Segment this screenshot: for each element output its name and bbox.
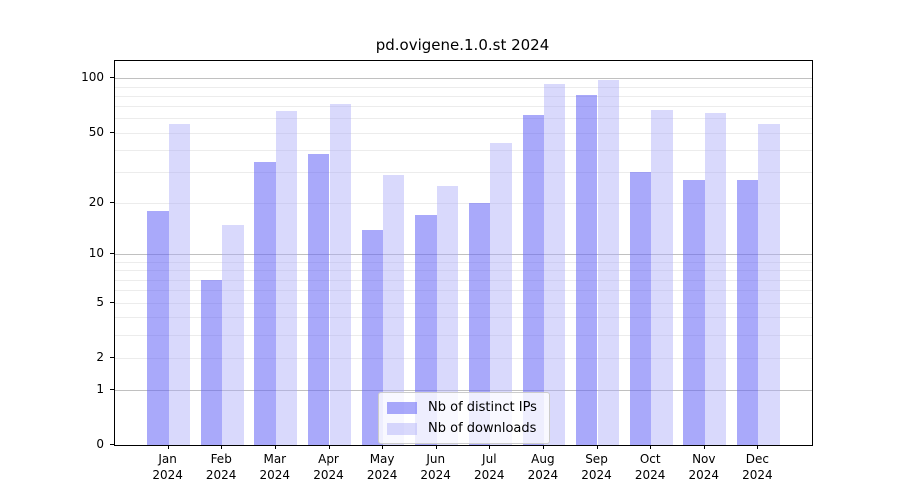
- x-tick-label-may: May 2024: [366, 452, 398, 482]
- x-tick-may: [382, 445, 384, 449]
- y-tick-label-20: 20: [88, 195, 104, 209]
- x-tick-sep: [596, 445, 598, 449]
- y-tick-100: [110, 77, 114, 79]
- gridline-minor-2: [115, 357, 812, 359]
- y-tick-label-2: 2: [96, 349, 104, 364]
- x-tick-label-jun: Jun 2024: [420, 452, 451, 482]
- y-tick-2: [110, 356, 114, 358]
- x-tick-label-aug: Aug 2024: [527, 452, 559, 482]
- x-tick-jul: [489, 445, 491, 449]
- bar-nb-of-distinct-ips-oct: [629, 172, 652, 445]
- y-tick-20: [110, 202, 114, 203]
- x-tick-apr: [328, 445, 330, 449]
- legend-swatch-distinct-ips: [387, 401, 417, 414]
- gridline-minor-6: [115, 290, 812, 292]
- y-tick-label-10: 10: [88, 246, 104, 261]
- bar-nb-of-distinct-ips-jan: [147, 211, 169, 445]
- bar-nb-of-downloads-feb: [222, 224, 244, 445]
- y-tick-50: [110, 131, 114, 133]
- bar-nb-of-distinct-ips-sep: [576, 94, 598, 445]
- bar-nb-of-distinct-ips-may: [361, 229, 383, 445]
- y-tick-label-50: 50: [88, 124, 104, 139]
- gridline-minor-80: [115, 95, 812, 97]
- gridline-minor-20: [115, 203, 812, 204]
- gridline-minor-9: [115, 262, 812, 263]
- bar-nb-of-downloads-aug: [543, 83, 566, 445]
- bar-nb-of-downloads-sep: [597, 79, 619, 445]
- gridline-minor-7: [115, 279, 812, 281]
- bar-nb-of-distinct-ips-feb: [200, 279, 223, 445]
- chart-title: pd.ovigene.1.0.st 2024: [375, 36, 550, 54]
- bar-nb-of-downloads-jul: [490, 142, 512, 445]
- x-tick-label-oct: Oct 2024: [634, 452, 666, 482]
- bar-nb-of-downloads-oct: [651, 109, 673, 445]
- bar-nb-of-distinct-ips-jun: [415, 215, 437, 445]
- gridline-minor-3: [115, 334, 812, 336]
- legend-item-distinct-ips: Nb of distinct IPs: [387, 400, 537, 415]
- y-tick-label-100: 100: [81, 70, 104, 85]
- x-tick-oct: [650, 445, 652, 449]
- bar-nb-of-downloads-dec: [758, 123, 780, 445]
- y-tick-5: [110, 301, 114, 303]
- x-tick-label-nov: Nov 2024: [688, 452, 720, 482]
- bar-nb-of-downloads-nov: [704, 113, 727, 445]
- gridline-minor-90: [115, 86, 812, 88]
- gridline-major-100: [115, 78, 812, 80]
- legend-swatch-downloads: [387, 422, 417, 435]
- x-tick-feb: [221, 445, 223, 449]
- gridlines-layer: [115, 61, 812, 445]
- gridline-minor-60: [115, 118, 812, 120]
- x-tick-label-feb: Feb 2024: [205, 452, 237, 482]
- x-tick-label-jul: Jul 2024: [474, 452, 505, 482]
- bar-nb-of-distinct-ips-aug: [522, 114, 544, 445]
- bar-nb-of-downloads-apr: [329, 104, 351, 445]
- legend-label-distinct-ips: Nb of distinct IPs: [428, 400, 537, 415]
- y-tick-10: [110, 253, 114, 255]
- bar-nb-of-distinct-ips-apr: [308, 153, 330, 445]
- x-tick-label-sep: Sep 2024: [581, 452, 612, 482]
- x-tick-jun: [435, 445, 437, 449]
- y-tick-label-5: 5: [96, 294, 104, 309]
- x-tick-label-jan: Jan 2024: [152, 452, 183, 482]
- bar-nb-of-distinct-ips-nov: [683, 180, 705, 445]
- bar-nb-of-distinct-ips-mar: [254, 162, 276, 445]
- x-tick-label-dec: Dec 2024: [742, 452, 773, 482]
- y-tick-label-1: 1: [96, 381, 104, 396]
- plot-area: [114, 60, 813, 446]
- gridline-minor-8: [115, 270, 812, 272]
- bar-nb-of-distinct-ips-dec: [736, 180, 759, 445]
- x-tick-dec: [757, 445, 759, 449]
- x-tick-mar: [274, 445, 276, 449]
- bar-nb-of-downloads-may: [383, 174, 405, 445]
- x-tick-label-mar: Mar 2024: [259, 452, 291, 482]
- y-tick-label-0: 0: [96, 437, 104, 451]
- legend-label-downloads: Nb of downloads: [428, 421, 537, 436]
- x-tick-nov: [703, 445, 705, 449]
- x-tick-label-apr: Apr 2024: [313, 452, 344, 482]
- gridline-major-10: [115, 254, 812, 256]
- gridline-major-1: [115, 389, 812, 391]
- bars-layer: [115, 61, 812, 445]
- gridline-minor-70: [115, 106, 812, 108]
- gridline-minor-4: [115, 317, 812, 319]
- legend-item-downloads: Nb of downloads: [387, 421, 537, 436]
- gridline-minor-30: [115, 172, 812, 174]
- y-tick-0: [110, 444, 114, 445]
- bar-nb-of-distinct-ips-jul: [468, 203, 491, 445]
- bar-nb-of-downloads-jan: [168, 123, 190, 445]
- x-tick-aug: [542, 445, 544, 449]
- gridline-minor-5: [115, 302, 812, 304]
- legend: Nb of distinct IPs Nb of downloads: [378, 392, 550, 444]
- bar-nb-of-downloads-mar: [275, 110, 298, 445]
- x-tick-jan: [167, 445, 169, 449]
- y-tick-1: [110, 388, 114, 390]
- bar-nb-of-downloads-jun: [436, 186, 459, 445]
- gridline-minor-40: [115, 149, 812, 151]
- gridline-minor-50: [115, 132, 812, 134]
